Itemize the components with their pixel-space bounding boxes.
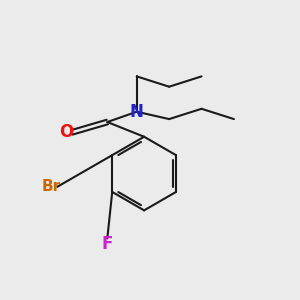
- Text: O: O: [59, 123, 74, 141]
- Text: F: F: [102, 235, 113, 253]
- Text: N: N: [130, 103, 144, 121]
- Text: Br: Br: [41, 179, 60, 194]
